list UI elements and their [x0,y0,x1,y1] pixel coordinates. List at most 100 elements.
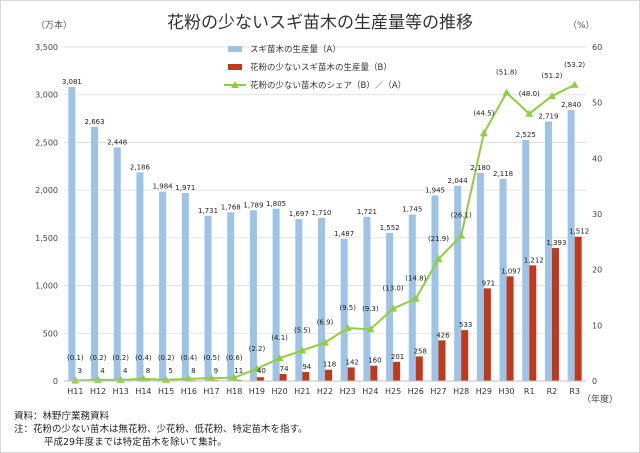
bar-b-label: 74 [280,365,289,373]
bar-a-label: 2,840 [561,101,581,109]
share-point [502,88,511,96]
bar-b-label: 971 [482,279,495,287]
bar-a [227,212,235,381]
bar-b-label: 4 [123,367,128,375]
share-point [547,91,556,99]
share-label: (9.3) [362,305,379,313]
bar-a-label: 2,118 [493,170,513,178]
x-tick-label: R1 [524,387,535,396]
bar-a-label: 1,971 [175,184,195,192]
share-label: (9.5) [339,304,356,312]
bar-a [544,121,552,381]
bar-a-label: 1,945 [425,186,445,194]
bar-a [363,216,371,381]
bar-a-label: 3,081 [62,78,82,86]
x-tick-label: H24 [362,387,378,396]
y2-tick-label: 40 [592,154,602,163]
bar-a-label: 1,745 [402,205,422,213]
x-tick-label: H29 [476,387,492,396]
bar-b [302,372,310,381]
share-label: (14.8) [405,275,426,283]
share-label: (0.2) [112,354,129,362]
x-tick-label: H19 [249,387,265,396]
bar-b [325,369,332,381]
bar-a [318,217,325,381]
share-point [230,373,239,381]
y-tick-label: 0 [53,377,58,386]
share-point [207,374,216,382]
y-tick-label: 2,000 [35,186,58,195]
legend-swatch-a [228,46,242,52]
bar-a-label: 2,448 [107,138,127,146]
bar-b [370,365,378,381]
share-label: (26.1) [451,212,472,220]
bar-b-label: 5 [168,367,172,375]
bar-a [68,86,76,382]
bar-a [567,109,575,382]
bar-b [506,276,514,381]
share-point [184,374,193,382]
x-tick-label: H11 [67,387,83,396]
bar-a [476,172,484,381]
bar-b [393,361,401,381]
bar-b-label: 1,097 [501,267,521,275]
bar-b-label: 8 [191,367,195,375]
x-tick-label: H12 [90,387,106,396]
bar-b-label: 118 [323,361,336,369]
bar-b-label: 4 [100,367,105,375]
share-label: (4.1) [271,334,288,342]
share-point [411,294,420,302]
bar-a [113,147,121,381]
share-label: (51.2) [541,72,562,80]
share-point [479,129,488,137]
y-axis-unit-right: （%） [568,21,595,31]
data-labels: 3,081 3 2,663 4 2,448 4 2,186 8 1,984 5 1,971 8 1,73… [62,61,589,375]
bar-b-label: 1,512 [569,228,589,236]
bar-b-label: 11 [234,367,243,375]
bar-a [249,210,257,381]
bar-a [522,140,530,381]
bar-b-label: 94 [302,363,311,371]
share-point [343,324,352,332]
bar-b-label: 3 [78,367,82,375]
bar-a-label: 2,663 [85,118,105,126]
y2-tick-label: 10 [592,321,602,330]
x-tick-label: H25 [385,387,401,396]
legend-marker [231,81,239,88]
bar-a [431,195,439,381]
bar-b [574,236,582,381]
share-point [275,354,284,362]
bar-a-label: 1,721 [357,208,377,216]
share-point [252,364,261,372]
bar-a-label: 1,731 [198,207,218,215]
share-label: (0.6) [226,354,243,362]
y2-tick-label: 30 [592,210,602,219]
bar-a [386,232,394,381]
legend: スギ苗木の生産量（A） 花粉の少ないスギ苗木の生産量（B） 花粉の少ない苗木のシェア… [224,44,406,91]
bar-b-label: 1,212 [524,256,544,264]
y-tick-label: 3,500 [35,43,58,52]
bar-a-label: 2,044 [448,177,469,185]
share-point [321,338,329,346]
bar-a-label: 1,805 [266,200,286,208]
bar-b-label: 258 [414,347,427,355]
bar-a [91,126,99,381]
bar-b-label: 1,393 [546,239,566,247]
bar-a-label: 1,697 [289,210,309,218]
bar-a [454,185,462,381]
y-axis-unit-left: （万本） [36,21,73,31]
share-point [298,346,307,354]
bar-a [159,191,167,381]
bar-a [136,172,144,381]
bar-a-label: 1,789 [243,201,263,209]
share-point [570,80,579,88]
bar-b-label: 40 [257,367,266,375]
x-tick-label: H16 [181,387,197,396]
bar-b [438,340,446,381]
series-b-bars [75,236,582,382]
share-label: (0.1) [67,354,84,362]
bar-a-label: 2,186 [130,163,151,171]
x-tick-label: R2 [547,387,558,396]
x-tick-label: R3 [569,387,580,396]
bar-b-label: 201 [391,353,404,361]
